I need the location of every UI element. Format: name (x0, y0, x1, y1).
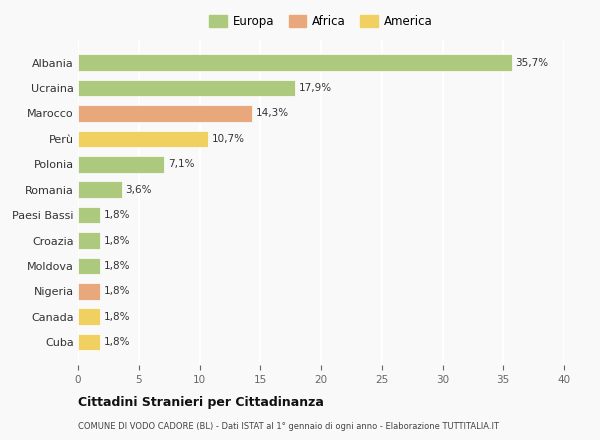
Bar (78, 308, 100, 325)
Bar (78, 131, 208, 147)
Text: 35,7%: 35,7% (515, 58, 548, 68)
Bar (78, 232, 100, 249)
Text: 1,8%: 1,8% (104, 337, 130, 347)
Text: 10,7%: 10,7% (212, 134, 245, 144)
Text: 7,1%: 7,1% (168, 159, 194, 169)
Text: 1,8%: 1,8% (104, 286, 130, 296)
Text: 1,8%: 1,8% (104, 210, 130, 220)
Text: 14,3%: 14,3% (256, 109, 289, 118)
Bar (78, 181, 122, 198)
Text: 17,9%: 17,9% (299, 83, 332, 93)
Bar (78, 334, 100, 350)
Text: COMUNE DI VODO CADORE (BL) - Dati ISTAT al 1° gennaio di ogni anno - Elaborazion: COMUNE DI VODO CADORE (BL) - Dati ISTAT … (78, 422, 499, 431)
Bar (78, 283, 100, 300)
Bar (78, 258, 100, 274)
Bar (78, 156, 164, 172)
Text: Cittadini Stranieri per Cittadinanza: Cittadini Stranieri per Cittadinanza (78, 396, 324, 409)
Bar (78, 105, 252, 122)
Text: 1,8%: 1,8% (104, 261, 130, 271)
Text: 3,6%: 3,6% (125, 185, 152, 194)
Bar (78, 80, 295, 96)
Bar (78, 207, 100, 224)
Text: 1,8%: 1,8% (104, 235, 130, 246)
Text: 1,8%: 1,8% (104, 312, 130, 322)
Legend: Europa, Africa, America: Europa, Africa, America (207, 13, 435, 30)
Bar (78, 55, 512, 71)
